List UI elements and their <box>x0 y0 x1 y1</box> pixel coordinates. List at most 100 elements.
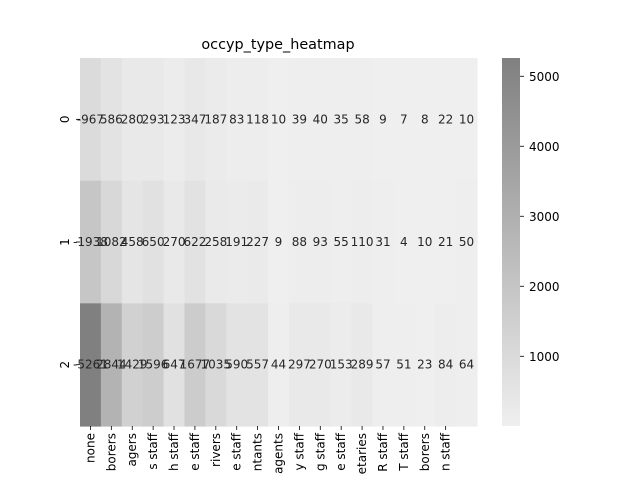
heatmap-cell <box>435 58 457 182</box>
heatmap-cell <box>205 58 227 182</box>
heatmap-cell <box>372 58 395 182</box>
heatmap-cell <box>80 303 102 427</box>
heatmap-cell <box>372 303 395 427</box>
cell-value-label: 347 <box>183 112 206 126</box>
cell-value-label: 83 <box>229 112 244 126</box>
heatmap-cell <box>226 180 248 304</box>
cell-value-label: 10 <box>271 112 286 126</box>
heatmap-cell <box>351 303 374 427</box>
heatmap-cell <box>142 180 165 304</box>
x-tick-label: h staff <box>167 432 181 471</box>
cell-value-label: 7 <box>400 112 408 126</box>
cell-value-label: 2844 <box>96 358 127 372</box>
cell-value-label: 31 <box>375 235 390 249</box>
cell-value-label: 8 <box>421 112 429 126</box>
cell-value-label: 650 <box>142 235 165 249</box>
y-tick-label: 2 <box>58 361 72 369</box>
cell-value-label: 590 <box>225 358 248 372</box>
cell-value-label: 93 <box>313 235 328 249</box>
cell-value-label: 10 <box>459 112 474 126</box>
x-tick-label: g staff <box>313 432 327 471</box>
y-tick-label: 0 <box>58 116 72 124</box>
heatmap-cell <box>393 303 415 427</box>
heatmap-cell <box>121 58 144 182</box>
heatmap-cell <box>456 180 478 304</box>
cell-value-label: 10 <box>417 235 432 249</box>
cell-value-label: 39 <box>292 112 307 126</box>
cell-value-label: 1596 <box>138 358 169 372</box>
cell-value-label: 191 <box>225 235 248 249</box>
cell-value-label: 57 <box>375 358 390 372</box>
x-tick-label: e staff <box>334 432 348 471</box>
heatmap-cell <box>393 58 415 182</box>
x-tick-label: borers <box>418 433 432 471</box>
cell-value-label: -967 <box>77 112 104 126</box>
cell-value-label: 557 <box>246 358 269 372</box>
heatmap-cell <box>100 303 123 427</box>
y-tick-label: 1 <box>58 238 72 246</box>
x-tick-label: agers <box>125 433 139 467</box>
x-axis: none borers agers s staff h staff e staff rive… <box>83 426 453 474</box>
heatmap-cell <box>142 58 165 182</box>
cell-value-label: -5261 <box>73 358 108 372</box>
x-tick-label: n staff <box>439 432 453 471</box>
cell-value-label: 21 <box>438 235 453 249</box>
heatmap-cells <box>80 58 478 427</box>
heatmap-cell <box>456 303 478 427</box>
heatmap-cell <box>330 303 353 427</box>
x-tick-label: etaries <box>355 433 369 474</box>
heatmap-cell <box>80 180 102 304</box>
heatmap-cell <box>226 58 248 182</box>
heatmap-cell <box>309 180 332 304</box>
heatmap-cell <box>268 58 290 182</box>
cell-value-label: -1938 <box>73 235 108 249</box>
cell-value-label: 289 <box>351 358 374 372</box>
cell-value-label: 51 <box>396 358 411 372</box>
heatmap-cell <box>414 180 436 304</box>
heatmap-cell <box>205 303 227 427</box>
cell-value-label: 647 <box>163 358 186 372</box>
heatmap-cell <box>247 303 269 427</box>
colorbar-tick-label: 3000 <box>529 210 560 224</box>
heatmap-cell <box>435 180 457 304</box>
cell-value-label: 22 <box>438 112 453 126</box>
heatmap-cell <box>414 58 436 182</box>
heatmap-cell <box>247 180 269 304</box>
x-tick-label: R staff <box>376 432 390 471</box>
heatmap-cell <box>288 58 311 182</box>
cell-value-label: 64 <box>459 358 474 372</box>
cell-value-label: 118 <box>246 112 269 126</box>
heatmap-cell <box>372 180 395 304</box>
colorbar-tick-label: 2000 <box>529 280 560 294</box>
x-tick-label: ntants <box>251 433 265 471</box>
heatmap-cell <box>351 180 374 304</box>
heatmap-cell <box>309 303 332 427</box>
heatmap-cell <box>184 58 206 182</box>
x-tick-label: agents <box>272 433 286 474</box>
cell-value-label: 622 <box>183 235 206 249</box>
cell-value-label: 1082 <box>96 235 127 249</box>
cell-value-label: 153 <box>330 358 353 372</box>
cell-value-label: 44 <box>271 358 286 372</box>
heatmap-cell <box>456 58 478 182</box>
heatmap-cell <box>184 180 206 304</box>
heatmap-cell <box>435 303 457 427</box>
cell-value-label: 110 <box>351 235 374 249</box>
x-tick-label: e staff <box>188 432 202 471</box>
heatmap-cell <box>121 303 144 427</box>
heatmap-cell <box>351 58 374 182</box>
heatmap-cell <box>100 58 123 182</box>
x-tick-label: borers <box>104 433 118 471</box>
colorbar-tick-label: 5000 <box>529 70 560 84</box>
cell-value-label: 1035 <box>201 358 232 372</box>
x-tick-label: y staff <box>292 432 306 470</box>
x-tick-label: T staff <box>397 432 411 471</box>
colorbar: 1000 2000 3000 4000 5000 <box>502 58 560 426</box>
cell-value-label: 270 <box>163 235 186 249</box>
colorbar-tick-label: 4000 <box>529 140 560 154</box>
cell-value-label: 55 <box>334 235 349 249</box>
heatmap-cell <box>142 303 165 427</box>
